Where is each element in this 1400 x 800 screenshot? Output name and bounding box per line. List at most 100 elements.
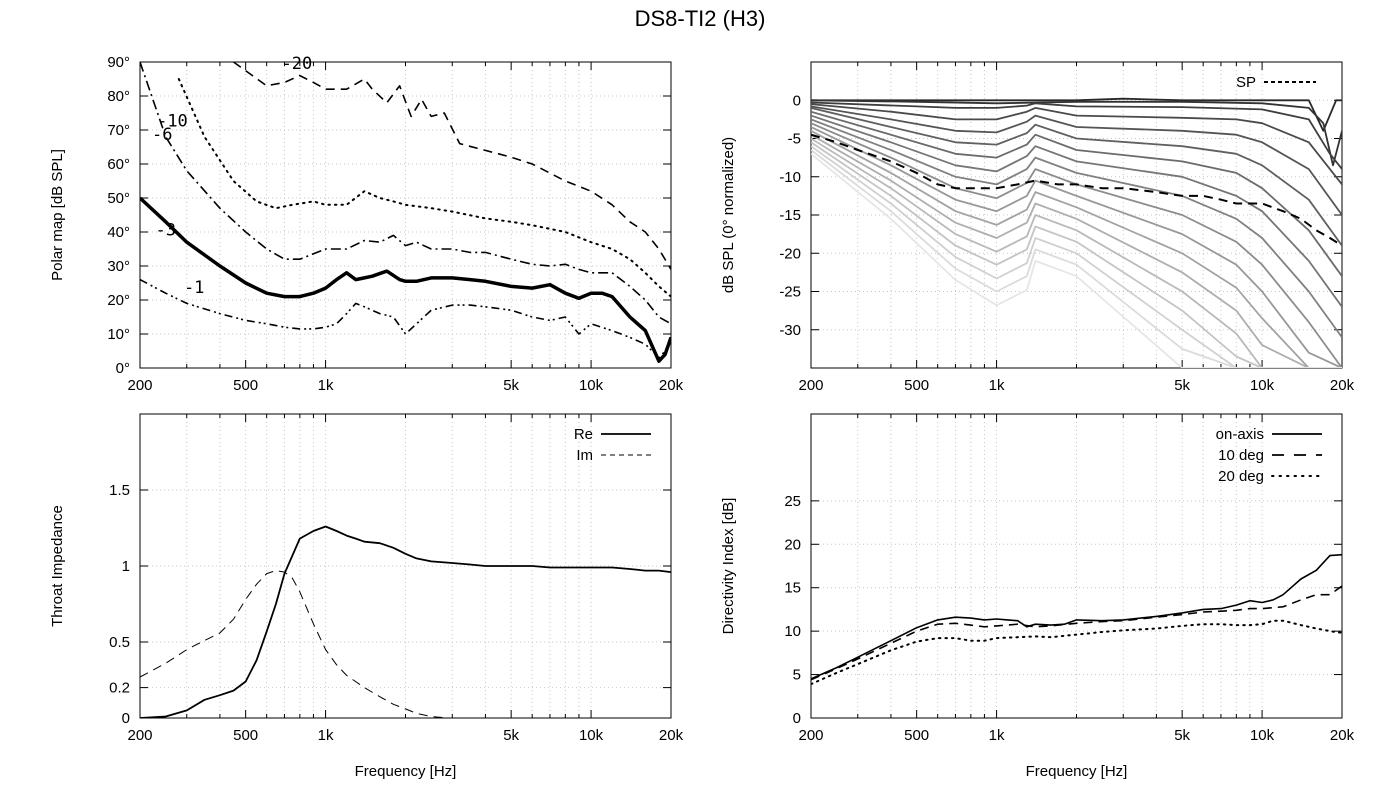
y-tick-label: 10° (107, 326, 130, 343)
y-tick-label: -10 (779, 169, 801, 186)
y-tick-label: 25 (784, 493, 801, 510)
x-tick-label: 200 (798, 727, 823, 744)
x-tick-label: 5k (503, 727, 519, 744)
y-tick-label: 70° (107, 122, 130, 139)
x-tick-label: 200 (127, 377, 152, 394)
angle-curve (811, 114, 1342, 308)
y-tick-label: 50° (107, 190, 130, 207)
y-tick-label: 80° (107, 88, 130, 105)
legend-label: Im (576, 447, 593, 464)
x-tick-label: 500 (904, 727, 929, 744)
contour-line-minus6 (140, 62, 671, 325)
contour-label: -6 (152, 125, 172, 145)
grid-normalized (811, 62, 1342, 368)
panel-polar: 200 500 1k 5k 10k 20k 0° 10° 20° 30° 40° 50° 60° 70° 8… (49, 54, 684, 394)
contour-label: -20 (282, 54, 313, 74)
y-axis-label: dB SPL (0° normalized) (720, 137, 737, 293)
y-tick-label: 0.5 (109, 634, 130, 651)
angle-curve (811, 105, 1342, 216)
x-tick-label: 200 (798, 377, 823, 394)
contour-label: -3 (155, 220, 175, 240)
x-tick-label: 5k (503, 377, 519, 394)
x-tick-label: 500 (233, 727, 258, 744)
grid-di (811, 414, 1342, 718)
plot-area (140, 525, 671, 718)
panel-normalized: 200 500 1k 5k 10k 20k -30 -25 -20 -15 -10 -5 0 dB SPL… (720, 61, 1355, 394)
x-tick-label: 5k (1174, 727, 1190, 744)
angle-curve (811, 101, 1342, 170)
panel-impedance: 200 500 1k 5k 10k 20k 0 0.2 0.5 1 1.5 Throat Impeda… (49, 413, 684, 780)
x-tick-label: 5k (1174, 377, 1190, 394)
x-axis-label: Frequency [Hz] (1026, 763, 1128, 780)
angle-curve (811, 149, 1342, 368)
y-tick-label: 5 (793, 667, 801, 684)
series-re (140, 525, 671, 718)
legend-label: 20 deg (1218, 468, 1264, 485)
grid-polar (140, 62, 671, 368)
contour-line-minus10 (177, 78, 671, 298)
angle-curve (811, 110, 1342, 277)
y-tick-label: 15 (784, 580, 801, 597)
angle-curve (811, 133, 1342, 368)
y-tick-label: 60° (107, 156, 130, 173)
panel-di: 200 500 1k 5k 10k 20k 0 5 10 15 20 25 Directivity In… (720, 413, 1355, 780)
y-tick-label: 0° (116, 360, 130, 377)
angle-curve (811, 141, 1342, 368)
x-tick-label: 10k (1250, 727, 1275, 744)
x-tick-label: 1k (318, 377, 334, 394)
legend-label: 10 deg (1218, 447, 1264, 464)
contour-line-minus1 (140, 278, 671, 359)
y-tick-label: -20 (779, 245, 801, 262)
y-tick-label: 20 (784, 536, 801, 553)
angle-curve (811, 103, 1342, 185)
x-tick-label: 500 (904, 377, 929, 394)
y-tick-label: 1 (122, 558, 130, 575)
y-tick-label: 90° (107, 54, 130, 71)
x-tick-label: 10k (579, 377, 604, 394)
y-tick-label: 0.2 (109, 680, 130, 697)
x-tick-label: 10k (1250, 377, 1275, 394)
x-tick-label: 1k (989, 377, 1005, 394)
y-axis-label: Throat Impedance (49, 505, 66, 627)
y-tick-label: 40° (107, 224, 130, 241)
angle-curve (811, 107, 1342, 247)
series-20-deg (811, 619, 1342, 686)
y-tick-label: 10 (784, 623, 801, 640)
angle-curve (811, 145, 1342, 368)
legend-label: on-axis (1216, 426, 1264, 443)
angle-curve (811, 137, 1342, 368)
x-tick-label: 1k (318, 727, 334, 744)
x-tick-label: 200 (127, 727, 152, 744)
x-tick-label: 20k (659, 727, 684, 744)
y-tick-label: -5 (788, 131, 801, 148)
angle-curve (811, 126, 1342, 368)
angle-curve (811, 99, 1342, 167)
angle-curve (811, 97, 1342, 132)
y-tick-label: 0 (793, 92, 801, 109)
x-tick-label: 20k (1330, 727, 1355, 744)
x-tick-label: 500 (233, 377, 258, 394)
y-axis-label: Directivity Index [dB] (720, 498, 737, 635)
x-tick-label: 1k (989, 727, 1005, 744)
contour-label: -1 (184, 278, 204, 298)
x-axis-label: Frequency [Hz] (355, 763, 457, 780)
y-axis-label: Polar map [dB SPL] (49, 149, 66, 281)
y-tick-label: 30° (107, 258, 130, 275)
y-tick-label: -25 (779, 284, 801, 301)
y-tick-label: 1.5 (109, 482, 130, 499)
x-tick-label: 10k (579, 727, 604, 744)
plot-area (811, 97, 1342, 368)
angle-curve (811, 130, 1342, 368)
x-tick-label: 20k (659, 377, 684, 394)
contour-label: -10 (157, 112, 188, 132)
angle-curve (811, 122, 1342, 368)
angle-curve (811, 118, 1342, 338)
y-tick-label: -30 (779, 322, 801, 339)
angle-curve (811, 153, 1342, 368)
y-tick-label: 20° (107, 292, 130, 309)
series-10-deg (811, 585, 1342, 681)
x-tick-label: 20k (1330, 377, 1355, 394)
legend-label-sp: SP (1236, 74, 1256, 91)
y-tick-label: -15 (779, 207, 801, 224)
